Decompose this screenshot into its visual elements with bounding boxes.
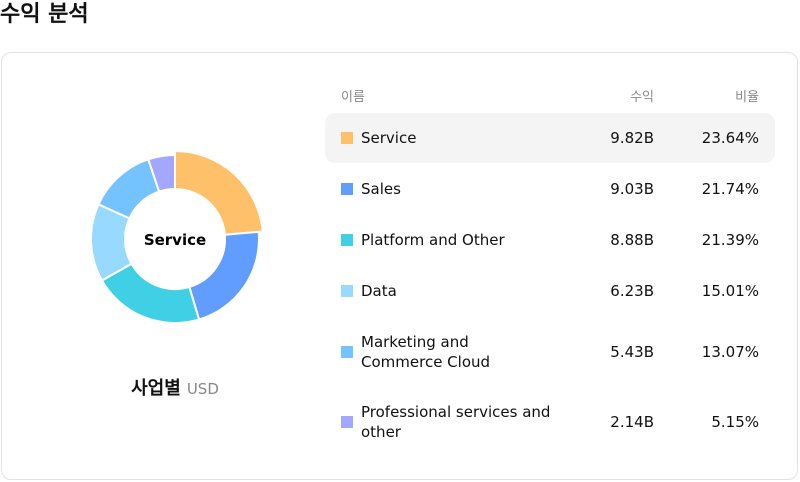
segment-label: 사업별 xyxy=(131,378,181,399)
table-row[interactable]: Professional services and other 2.14B 5.… xyxy=(325,397,775,447)
row-revenue: 5.43B xyxy=(610,343,654,361)
table-row[interactable]: Marketing and Commerce Cloud 5.43B 13.07… xyxy=(325,327,775,377)
header-ratio: 비율 xyxy=(735,90,759,105)
color-swatch xyxy=(341,285,353,297)
donut-center-label: Service xyxy=(144,231,206,249)
row-revenue: 2.14B xyxy=(610,413,654,431)
row-revenue: 9.82B xyxy=(610,129,654,147)
row-name: Marketing and Commerce Cloud xyxy=(361,333,491,371)
row-revenue: 9.03B xyxy=(610,180,654,198)
row-name: Service xyxy=(361,129,417,147)
row-ratio: 21.39% xyxy=(701,231,759,249)
row-name: Platform and Other xyxy=(361,231,505,249)
table-row[interactable]: Platform and Other 8.88B 21.39% xyxy=(325,215,775,265)
color-swatch xyxy=(341,183,353,195)
row-revenue: 8.88B xyxy=(610,231,654,249)
color-swatch xyxy=(341,416,353,428)
table-row[interactable]: Data 6.23B 15.01% xyxy=(325,266,775,316)
row-name: Professional services and other xyxy=(361,403,551,441)
donut-slice[interactable] xyxy=(174,149,264,236)
page-title: 수익 분석 xyxy=(0,2,89,27)
table-row[interactable]: Service 9.82B 23.64% xyxy=(325,113,775,163)
color-swatch xyxy=(341,346,353,358)
revenue-card xyxy=(1,52,798,480)
color-swatch xyxy=(341,132,353,144)
row-ratio: 23.64% xyxy=(701,129,759,147)
donut-chart: Service xyxy=(90,149,264,324)
segment-selector[interactable]: 사업별 USD xyxy=(131,374,219,400)
donut-slice[interactable] xyxy=(97,158,161,220)
row-ratio: 21.74% xyxy=(701,180,759,198)
row-revenue: 6.23B xyxy=(610,282,654,300)
header-revenue: 수익 xyxy=(630,90,654,105)
color-swatch xyxy=(341,234,353,246)
row-name: Sales xyxy=(361,180,401,198)
row-name: Data xyxy=(361,282,397,300)
currency-unit: USD xyxy=(186,380,219,398)
row-ratio: 13.07% xyxy=(701,343,759,361)
row-ratio: 5.15% xyxy=(711,413,759,431)
donut-slice[interactable] xyxy=(147,153,176,193)
table-row[interactable]: Sales 9.03B 21.74% xyxy=(325,164,775,214)
header-name: 이름 xyxy=(341,90,365,105)
row-ratio: 15.01% xyxy=(701,282,759,300)
